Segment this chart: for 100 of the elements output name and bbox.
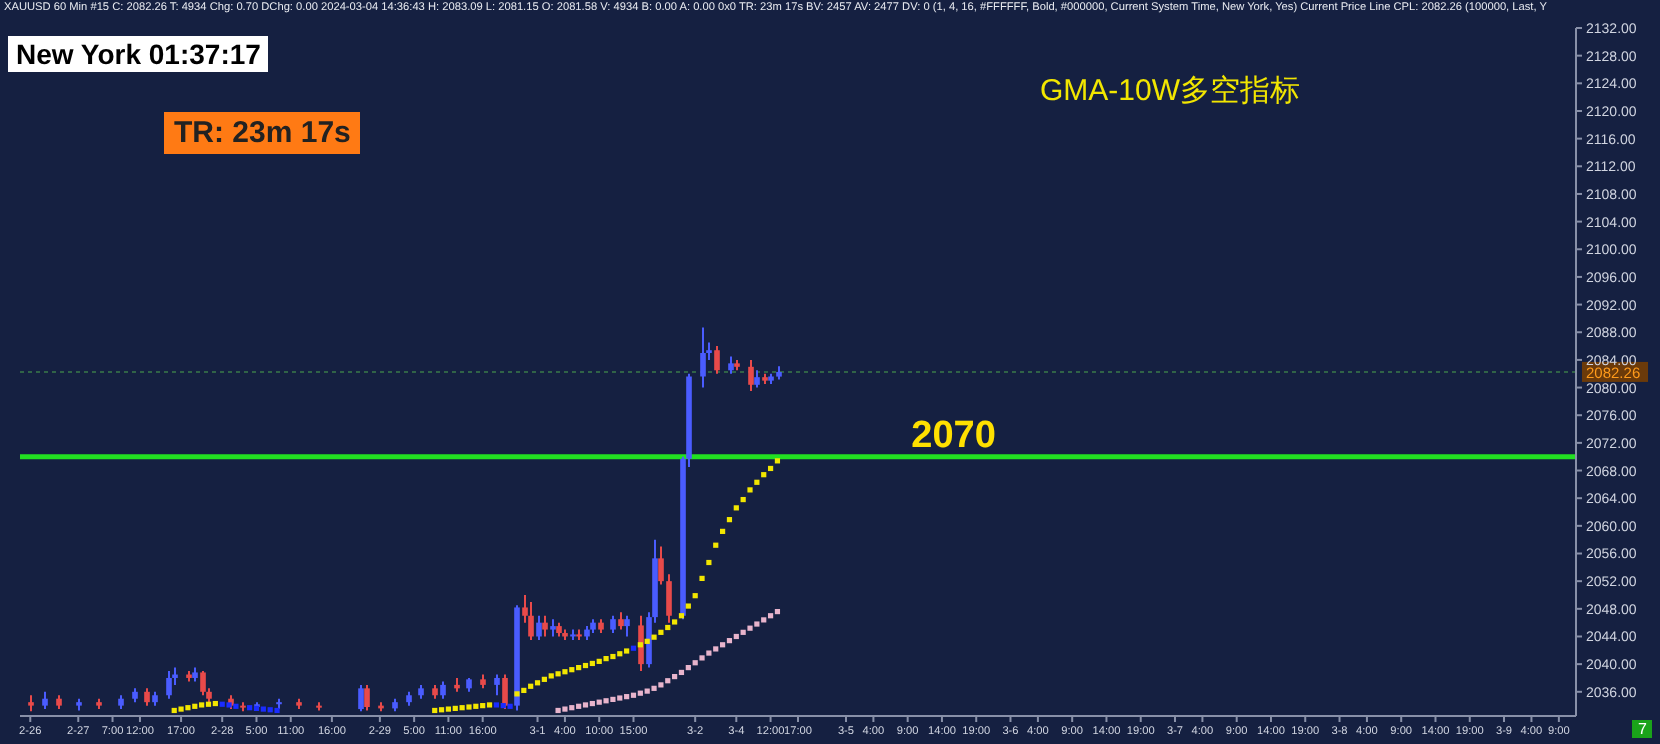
point [651, 685, 657, 691]
point [596, 699, 602, 705]
point [562, 706, 568, 712]
point [726, 517, 733, 523]
point [678, 669, 685, 676]
annotation: TR: 23m 17s [164, 112, 361, 155]
point [267, 707, 273, 713]
point [507, 703, 513, 709]
point [672, 619, 678, 625]
point [610, 696, 616, 703]
point [692, 660, 698, 666]
point [767, 465, 774, 472]
point [713, 542, 719, 548]
point [637, 642, 643, 648]
point [500, 703, 506, 709]
point [624, 648, 630, 654]
ref-line-label: 2070 [911, 414, 996, 457]
point [713, 646, 719, 652]
point [199, 702, 205, 708]
point [438, 707, 445, 713]
point [576, 665, 582, 671]
point [459, 705, 465, 711]
point [596, 658, 602, 664]
point [569, 667, 575, 673]
point [767, 613, 774, 619]
point [726, 638, 733, 644]
point [192, 703, 198, 709]
point [678, 613, 685, 619]
point [644, 688, 650, 694]
point [665, 678, 671, 684]
point [692, 593, 698, 599]
point [720, 642, 726, 648]
point [747, 487, 753, 493]
point [630, 692, 637, 698]
point [665, 624, 671, 631]
point [610, 653, 616, 660]
point [651, 634, 657, 640]
point [541, 676, 547, 682]
point [699, 575, 705, 581]
point [685, 603, 691, 609]
point [699, 655, 705, 661]
point [720, 528, 726, 534]
point [706, 650, 712, 656]
point [603, 656, 609, 662]
point [658, 682, 664, 688]
point [493, 702, 499, 708]
point [658, 629, 664, 635]
point [205, 701, 212, 707]
point [260, 706, 266, 712]
point [452, 705, 458, 711]
point [185, 705, 191, 711]
point [576, 703, 582, 709]
point [761, 472, 767, 478]
point [685, 665, 691, 671]
point [178, 706, 184, 712]
point [706, 559, 712, 566]
point [555, 671, 561, 677]
point [589, 700, 595, 707]
point [212, 700, 218, 707]
point [644, 638, 650, 644]
point [514, 691, 520, 697]
point [740, 629, 746, 635]
point [582, 662, 589, 669]
point [247, 705, 253, 711]
point [603, 698, 609, 704]
point [233, 703, 239, 709]
point [630, 645, 637, 651]
point [624, 694, 630, 700]
point [672, 673, 678, 680]
point [274, 707, 280, 714]
point [219, 701, 225, 707]
point [528, 683, 534, 689]
point [562, 669, 568, 675]
point [774, 458, 781, 464]
point [733, 505, 739, 511]
point [733, 633, 739, 640]
point [473, 703, 479, 709]
annotation: New York 01:37:17 [8, 36, 269, 73]
point [754, 621, 760, 627]
point [582, 702, 589, 708]
point [171, 707, 177, 714]
point [486, 702, 493, 708]
point [774, 608, 781, 615]
point [617, 651, 623, 657]
point [521, 687, 527, 694]
point [740, 496, 746, 503]
point [569, 705, 575, 711]
point [466, 704, 472, 710]
point [555, 707, 561, 714]
point [480, 703, 486, 709]
point [432, 707, 438, 714]
point [747, 625, 753, 631]
point [589, 660, 595, 667]
point [754, 479, 760, 485]
point [761, 617, 767, 623]
text: 7 [1632, 720, 1653, 739]
point [445, 706, 452, 712]
point [548, 673, 554, 679]
text: GMA-10W多空指标 [1040, 72, 1301, 110]
point [617, 695, 623, 701]
